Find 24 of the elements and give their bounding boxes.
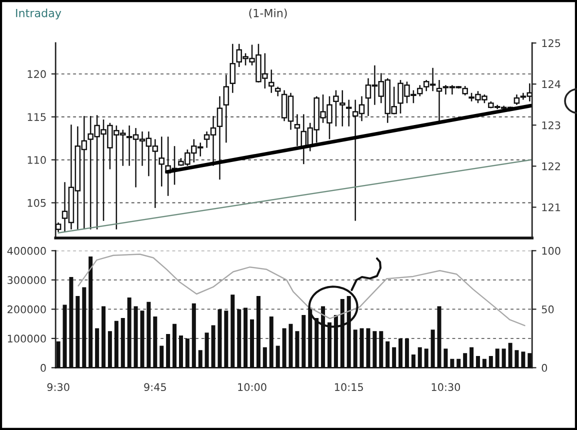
y2-tick-label: 122 xyxy=(542,162,560,170)
y2-tick-label: 50 xyxy=(542,305,554,314)
y2-tick-label: 124 xyxy=(542,80,560,88)
y-tick-label: 105 xyxy=(28,199,46,207)
x-tick-label: 10:00 xyxy=(238,383,266,392)
chart-subtitle: (1-Min) xyxy=(249,8,287,19)
y-tick-label: 400000 xyxy=(7,246,46,255)
y-tick-label: 200000 xyxy=(8,305,46,314)
y-tick-label: 100000 xyxy=(8,334,46,343)
x-tick-label: 9:30 xyxy=(47,383,70,392)
y-tick-label: 115 xyxy=(28,113,46,121)
x-tick-label: 10:15 xyxy=(334,383,363,392)
y-tick-label: 120 xyxy=(28,70,46,78)
y-tick-label: 300000 xyxy=(8,276,46,284)
y-tick-label: 110 xyxy=(28,156,46,164)
y2-tick-label: 0 xyxy=(542,364,548,372)
y2-tick-label: 123 xyxy=(542,121,560,130)
y2-tick-label: 100 xyxy=(542,246,560,255)
y-tick-label: 0 xyxy=(40,364,46,372)
y2-tick-label: 121 xyxy=(542,203,560,212)
y2-tick-label: 125 xyxy=(542,39,560,48)
chart-title: Intraday xyxy=(16,8,62,20)
x-tick-label: 10:30 xyxy=(432,383,460,392)
x-tick-label: 9:45 xyxy=(144,383,166,392)
